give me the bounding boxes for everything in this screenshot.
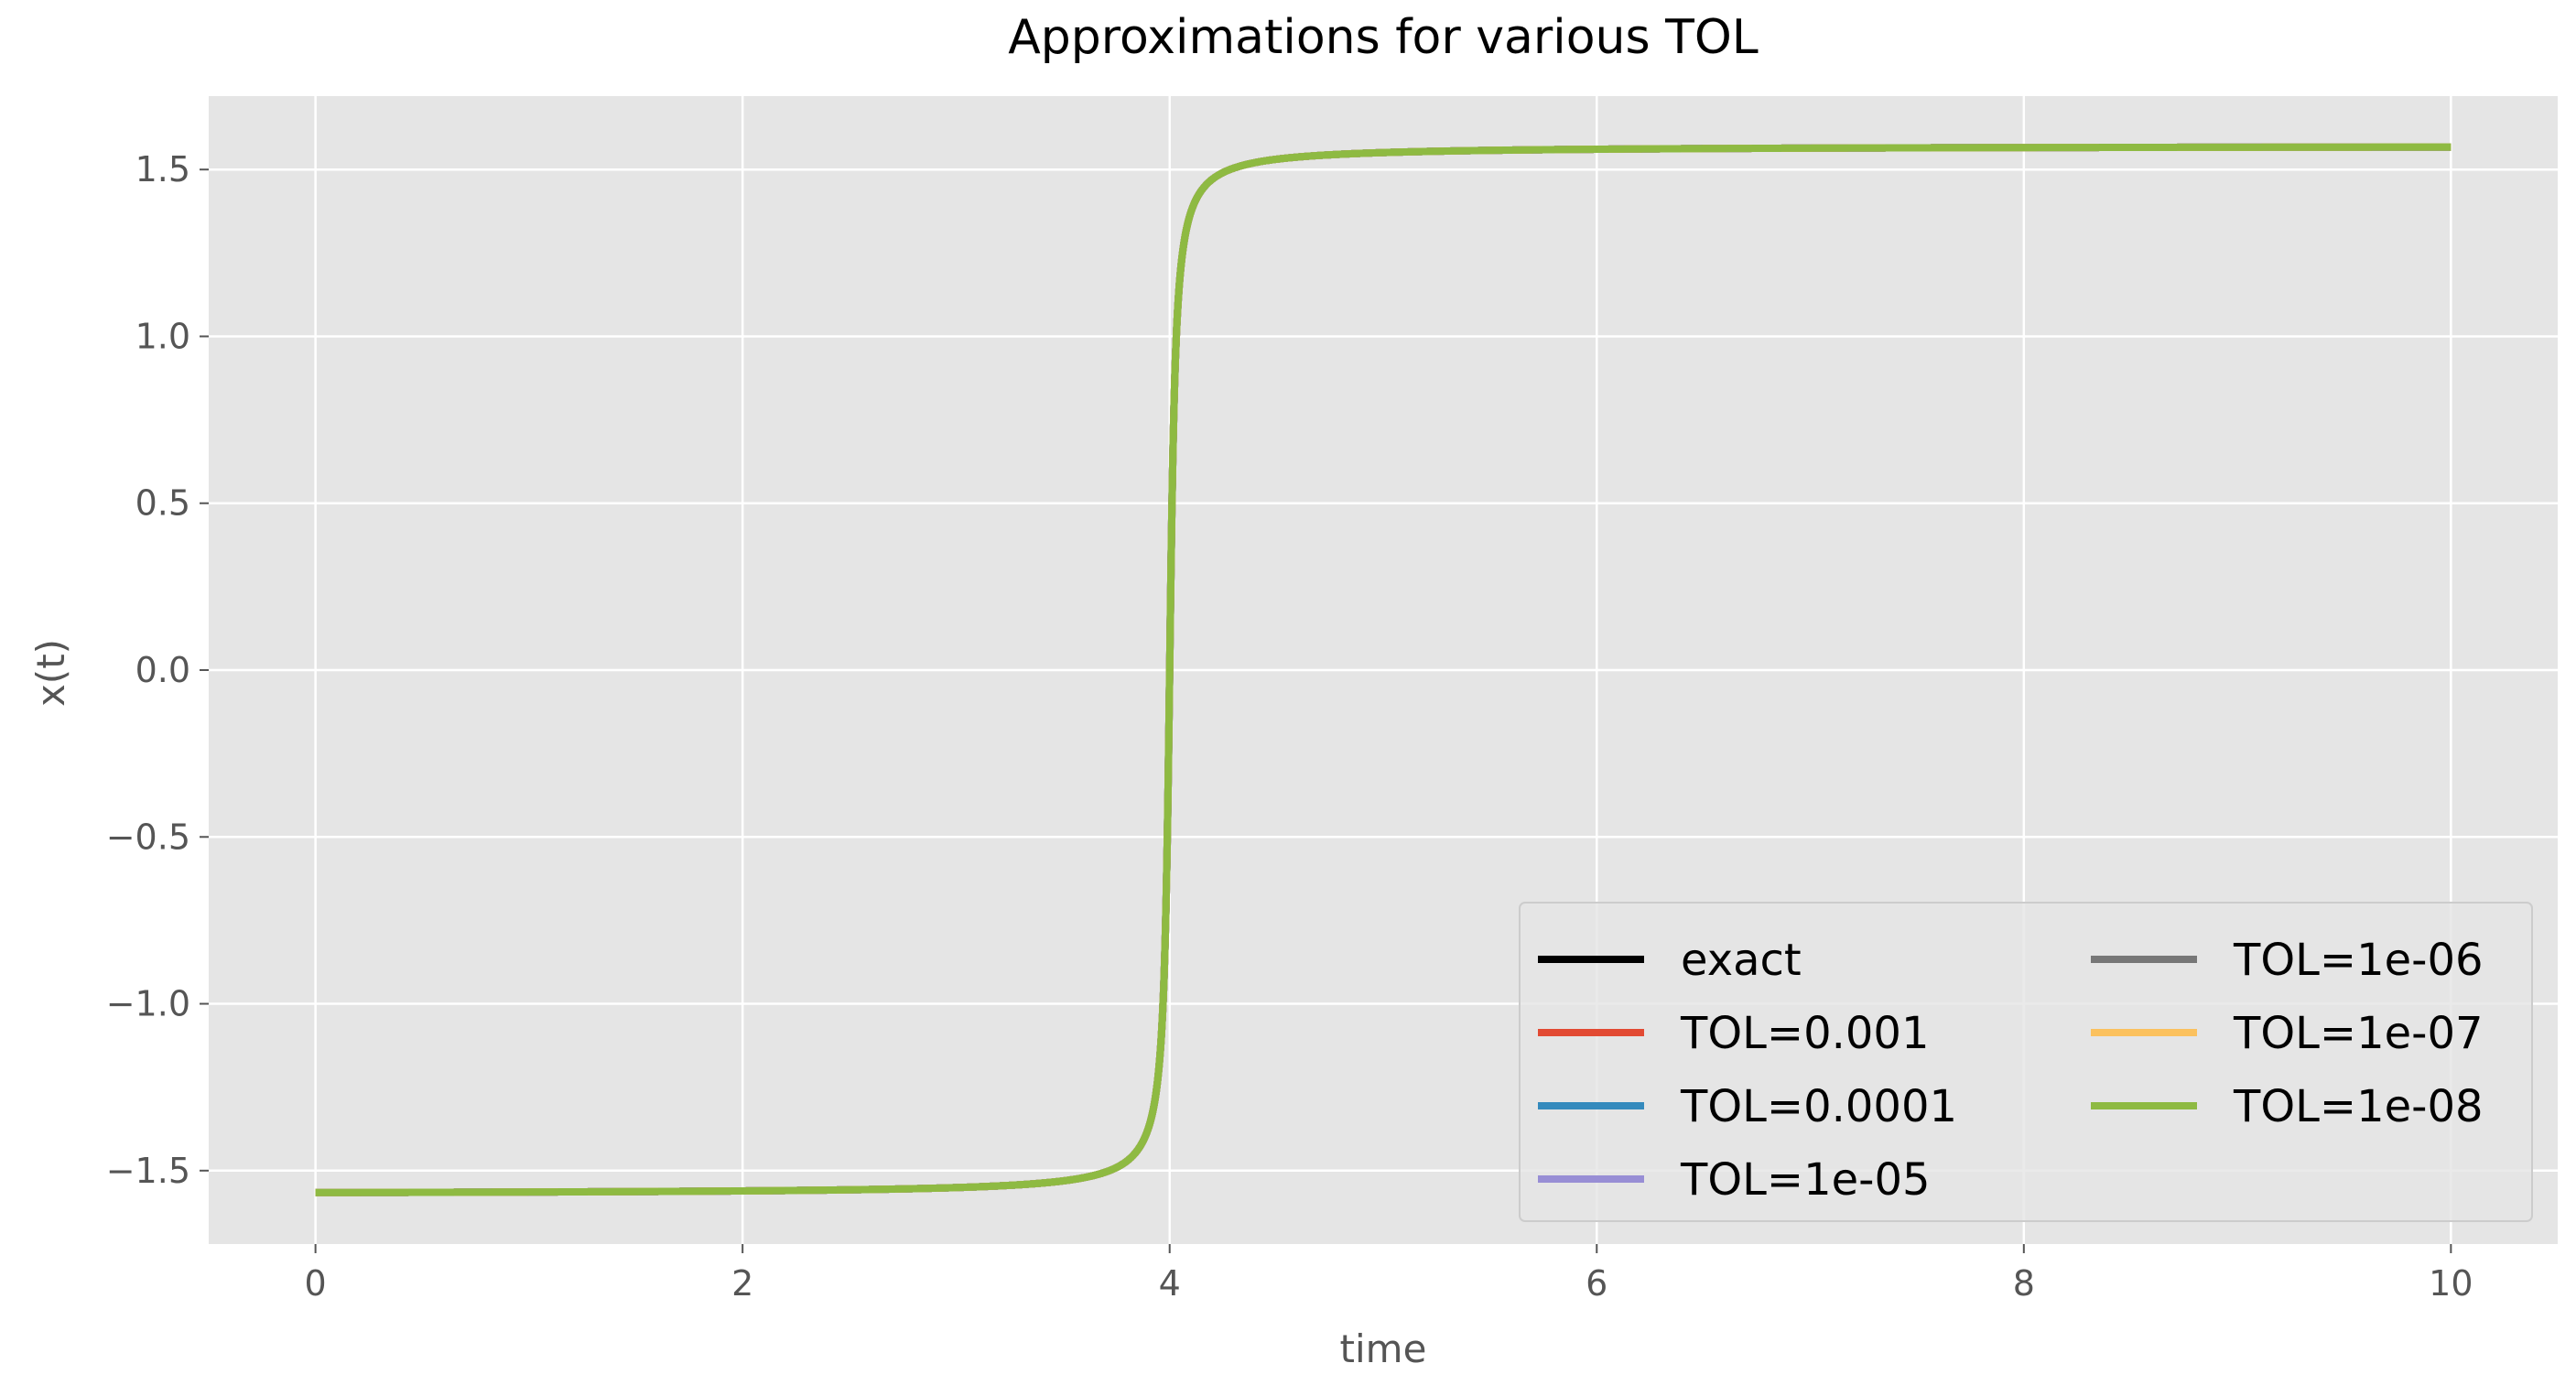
y-tick-label: 1.5 — [135, 149, 190, 189]
y-tick-label: −1.5 — [106, 1151, 190, 1191]
legend-label-0: exact — [1681, 935, 1802, 986]
y-axis-ticks: −1.5 −1.0 −0.5 0.0 0.5 1.0 1.5 — [106, 149, 209, 1191]
y-tick-label: 0.5 — [135, 483, 190, 524]
y-tick-label: 0.0 — [135, 650, 190, 690]
legend: exact TOL=0.001 TOL=0.0001 TOL=1e-05 TOL=1e-… — [1519, 902, 2533, 1222]
legend-label-1: TOL=0.001 — [1680, 1008, 1929, 1059]
x-axis-label: time — [1340, 1326, 1427, 1371]
x-axis-ticks: 0 2 4 6 8 10 — [305, 1244, 2473, 1304]
legend-label-4: TOL=1e-06 — [2233, 935, 2484, 986]
y-tick-label: −1.0 — [106, 984, 190, 1024]
legend-label-5: TOL=1e-07 — [2233, 1008, 2484, 1059]
x-tick-label: 4 — [1159, 1263, 1181, 1304]
y-tick-label: 1.0 — [135, 316, 190, 356]
x-tick-label: 8 — [2013, 1263, 2035, 1304]
legend-label-6: TOL=1e-08 — [2233, 1081, 2484, 1132]
legend-label-2: TOL=0.0001 — [1680, 1081, 1957, 1132]
x-tick-label: 10 — [2429, 1263, 2473, 1304]
legend-label-3: TOL=1e-05 — [1680, 1154, 1931, 1206]
x-tick-label: 0 — [305, 1263, 327, 1304]
x-tick-label: 6 — [1586, 1263, 1607, 1304]
chart-title: Approximations for various TOL — [1008, 10, 1759, 65]
x-tick-label: 2 — [731, 1263, 753, 1304]
series-line-6 — [312, 143, 2454, 1196]
series-lines — [312, 143, 2454, 1196]
y-tick-label: −0.5 — [106, 817, 190, 857]
y-axis-label: x(t) — [28, 639, 73, 707]
legend-items: exact TOL=0.001 TOL=0.0001 TOL=1e-05 TOL=1e-… — [1538, 935, 2484, 1206]
legend-box — [1519, 902, 2533, 1222]
